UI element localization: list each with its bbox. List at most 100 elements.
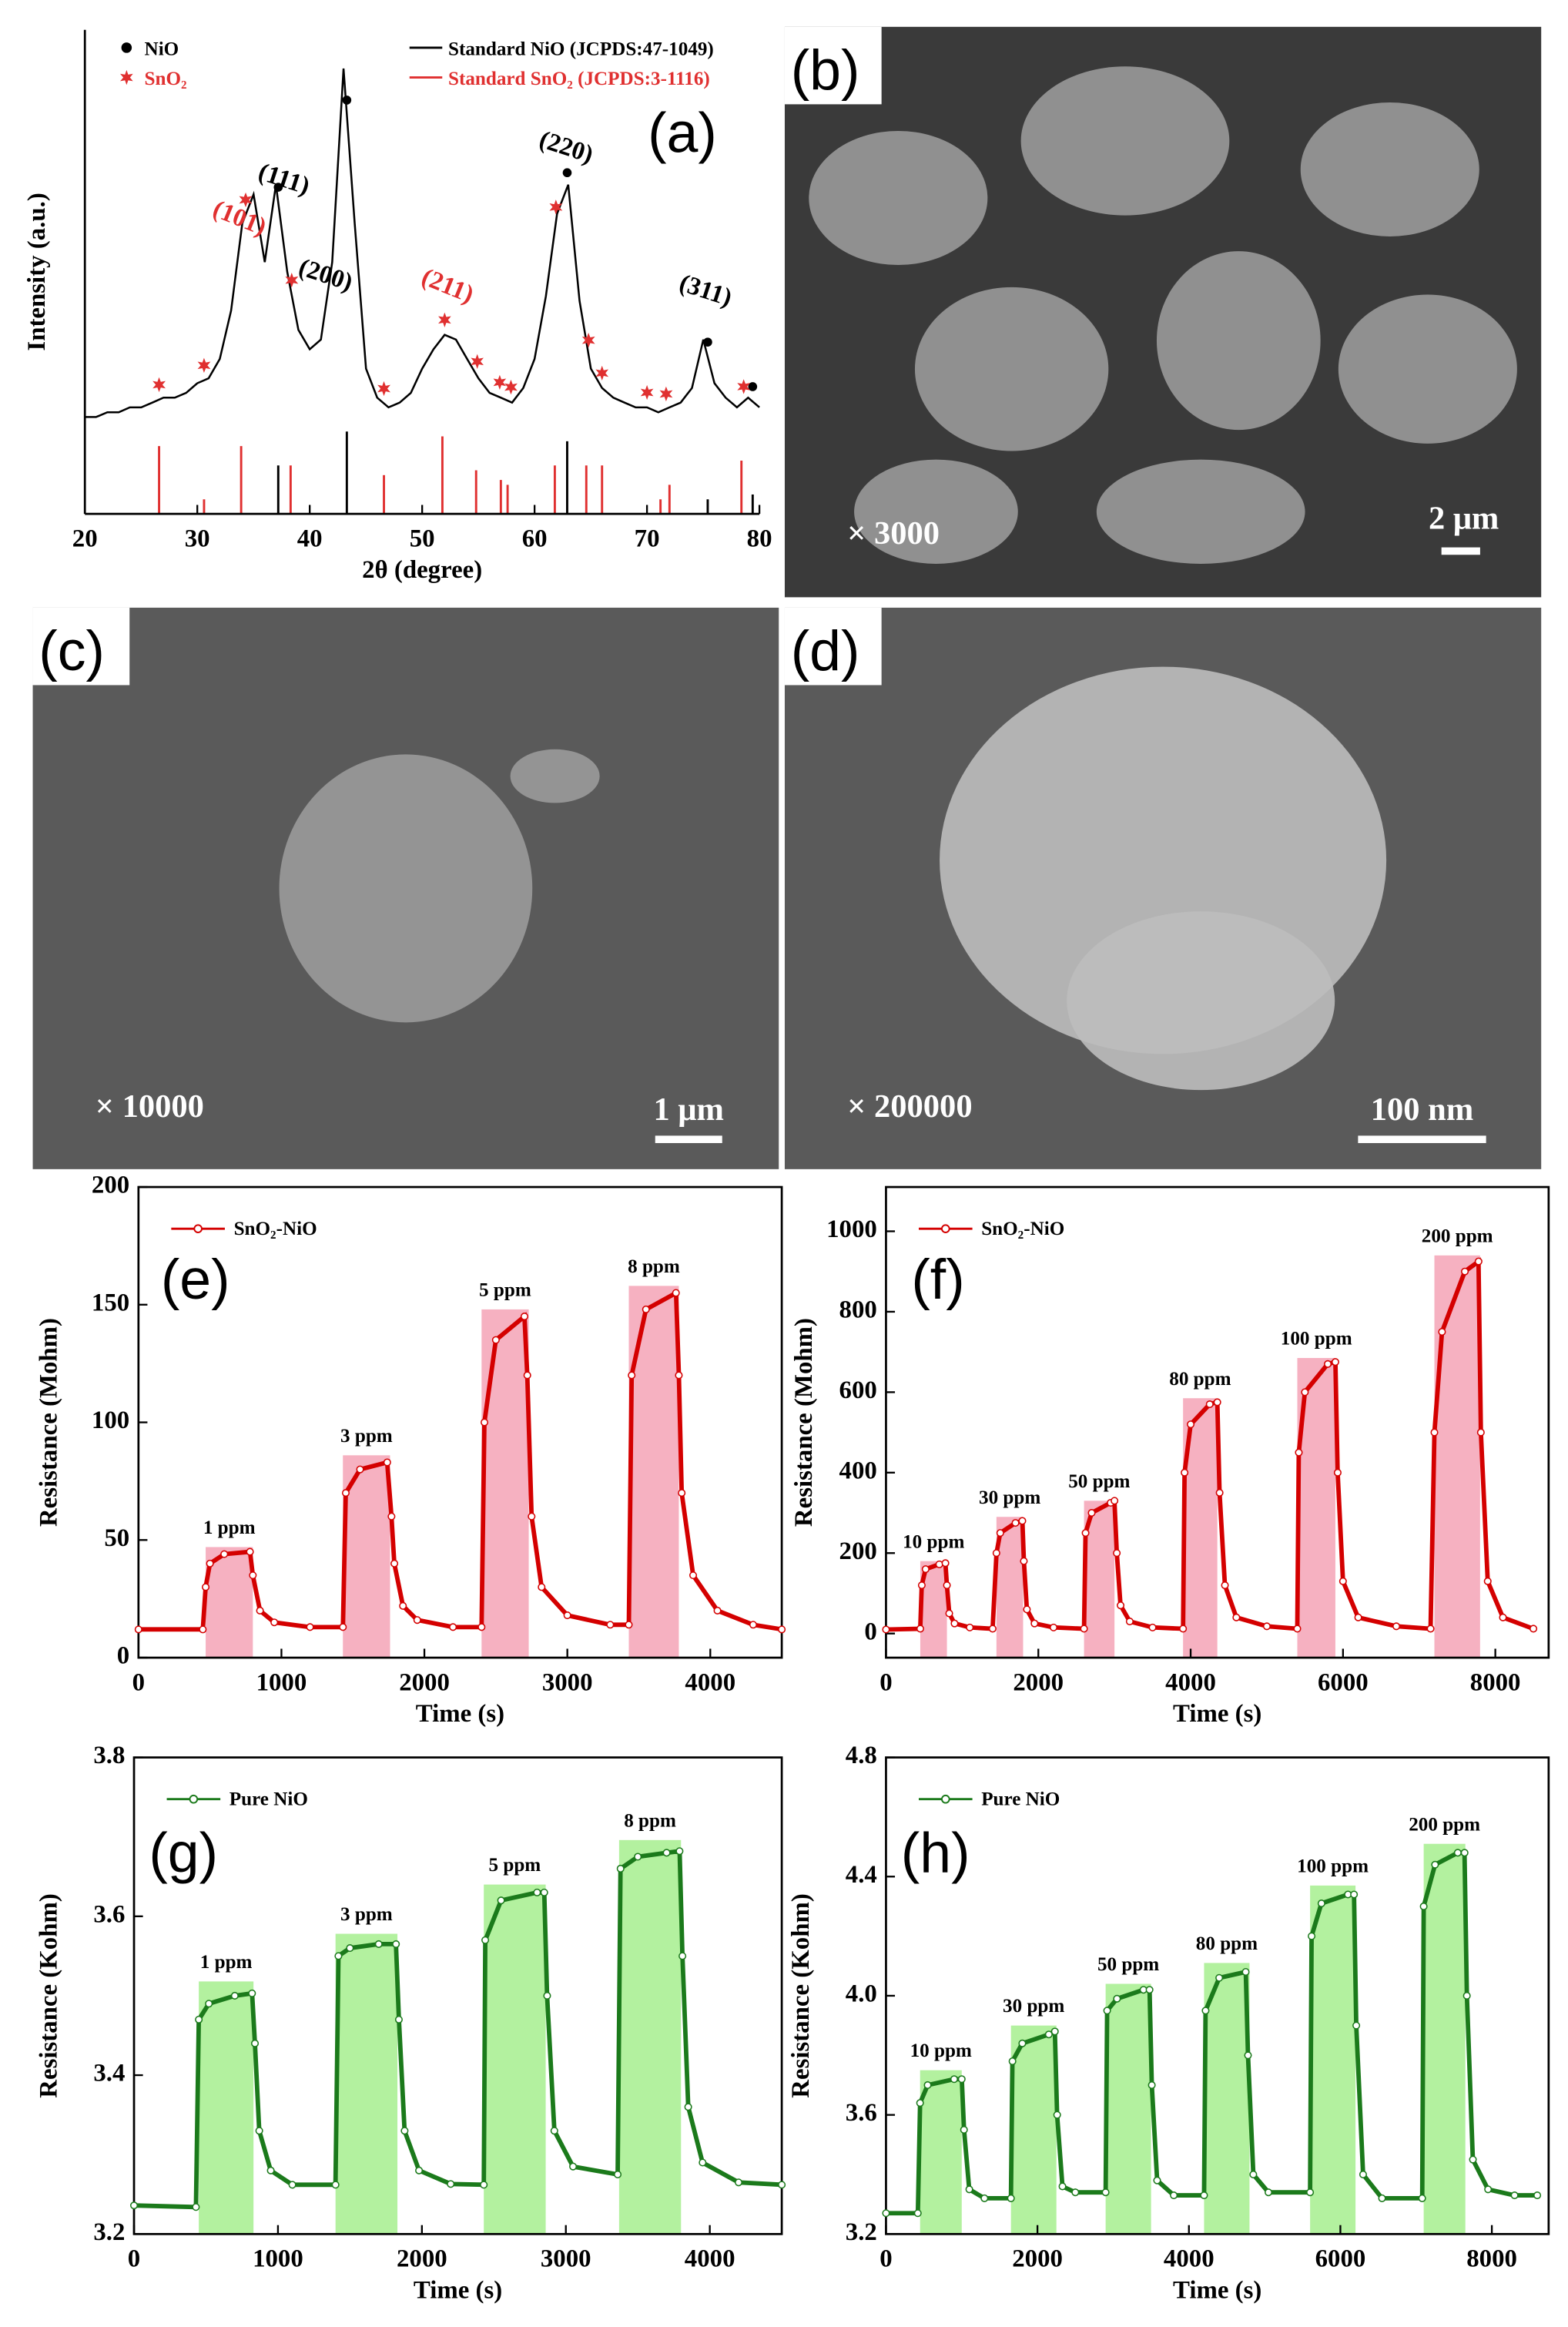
x-axis-label: Time (s) xyxy=(1173,2276,1261,2304)
x-tick-label: 4000 xyxy=(1164,2245,1215,2273)
y-tick-label: 3.4 xyxy=(93,2060,125,2087)
y-tick-label: 4.4 xyxy=(846,1861,877,1889)
legend-label: Standard SnO₂ (JCPDS:3-1116) xyxy=(448,69,710,89)
stimulus-region xyxy=(335,1933,398,2235)
data-point xyxy=(1359,2170,1367,2179)
stimulus-region xyxy=(618,1839,682,2235)
scale-bar-label: 100 nm xyxy=(1371,1091,1473,1128)
stimulus-region xyxy=(1204,1963,1250,2235)
x-tick-label: 70 xyxy=(635,525,660,552)
data-point xyxy=(1020,1557,1028,1565)
data-point xyxy=(960,2125,968,2134)
region-label: 80 ppm xyxy=(1169,1369,1231,1390)
y-tick-label: 200 xyxy=(92,1172,129,1199)
data-point xyxy=(1181,1468,1189,1477)
data-point xyxy=(1170,2191,1178,2200)
panel: 10 ppm 30 ppm 50 ppm 80 ppm 100 ppm 200 ppm 0 2… xyxy=(787,1742,1550,2304)
data-point xyxy=(477,1623,486,1631)
peak-marker xyxy=(737,379,751,394)
peak-marker xyxy=(285,273,299,288)
data-point xyxy=(1469,2155,1477,2164)
x-axis-label: Time (s) xyxy=(414,2276,502,2304)
diffraction-pattern xyxy=(85,68,760,418)
data-point xyxy=(941,1559,950,1568)
panel-label: (h) xyxy=(901,1820,970,1884)
x-tick-label: 0 xyxy=(879,2245,892,2273)
panel-label: (b) xyxy=(791,38,860,102)
particle xyxy=(854,459,1018,564)
data-point xyxy=(1484,2185,1493,2194)
data-point xyxy=(950,2075,958,2084)
data-point xyxy=(1419,1902,1428,1910)
data-point xyxy=(1058,2182,1067,2191)
region-label: 10 ppm xyxy=(910,2040,972,2061)
peak-marker xyxy=(342,96,352,105)
region-label: 1 ppm xyxy=(203,1517,256,1538)
data-point xyxy=(965,2185,973,2194)
data-point xyxy=(1293,1625,1302,1633)
data-point xyxy=(1113,1549,1121,1557)
data-point xyxy=(1392,1622,1401,1631)
x-tick-label: 50 xyxy=(410,525,435,552)
particle xyxy=(1156,251,1321,431)
data-point xyxy=(248,1989,256,1997)
data-point xyxy=(1007,2194,1015,2202)
data-point xyxy=(678,1489,686,1497)
data-point xyxy=(346,1944,354,1953)
data-point xyxy=(996,1529,1004,1537)
data-point xyxy=(988,1625,997,1633)
data-point xyxy=(523,1371,531,1380)
data-point xyxy=(249,1571,257,1580)
data-point xyxy=(1049,1623,1058,1631)
data-point xyxy=(356,1465,364,1474)
data-point xyxy=(206,1559,214,1568)
peak-marker xyxy=(640,384,654,401)
particle xyxy=(809,130,988,266)
peak-marker xyxy=(438,312,451,328)
x-tick-label: 4000 xyxy=(685,1668,735,1696)
data-point xyxy=(1215,1973,1224,1982)
label-box xyxy=(784,26,882,105)
region-label: 5 ppm xyxy=(479,1280,531,1301)
particle xyxy=(1067,911,1335,1091)
stimulus-region xyxy=(199,1981,254,2235)
legend-marker xyxy=(121,42,132,53)
panel-label: (f) xyxy=(911,1247,964,1311)
label-box xyxy=(32,607,130,686)
y-tick-label: 3.2 xyxy=(93,2218,125,2246)
data-point xyxy=(882,2209,890,2218)
data-point xyxy=(1431,1860,1439,1869)
data-point xyxy=(1378,2194,1386,2202)
peak-marker xyxy=(703,337,712,347)
region-label: 30 ppm xyxy=(1003,1996,1064,2017)
data-point xyxy=(1008,2057,1017,2066)
data-point xyxy=(538,1583,546,1591)
x-tick-label: 0 xyxy=(879,1668,892,1696)
data-point xyxy=(1324,1360,1332,1368)
peak-marker xyxy=(239,192,253,208)
data-point xyxy=(528,1512,536,1521)
data-point xyxy=(1462,1991,1471,2000)
data-point xyxy=(1352,2021,1361,2030)
data-point xyxy=(923,2081,932,2089)
data-point xyxy=(1301,1388,1309,1397)
stimulus-region xyxy=(1434,1255,1480,1658)
data-point xyxy=(1529,1625,1538,1633)
data-point xyxy=(672,1289,680,1297)
peak-marker xyxy=(562,168,572,178)
data-point xyxy=(1148,2081,1156,2089)
region-label: 3 ppm xyxy=(340,1904,393,1925)
region-label: 100 ppm xyxy=(1297,1856,1369,1876)
data-point xyxy=(230,1991,239,2000)
data-point xyxy=(449,1623,457,1631)
data-point xyxy=(778,1625,786,1634)
data-point xyxy=(1018,1517,1027,1525)
data-point xyxy=(1510,2191,1519,2200)
region-label: 80 ppm xyxy=(1196,1933,1258,1954)
peak-marker xyxy=(471,354,484,369)
y-tick-label: 400 xyxy=(839,1457,877,1484)
data-point xyxy=(533,1888,541,1896)
data-point xyxy=(916,1625,924,1633)
data-point xyxy=(675,1847,684,1856)
panel: 20 30 40 50 60 70 80 2θ (degree) Intensity (a.u.… xyxy=(23,29,772,584)
